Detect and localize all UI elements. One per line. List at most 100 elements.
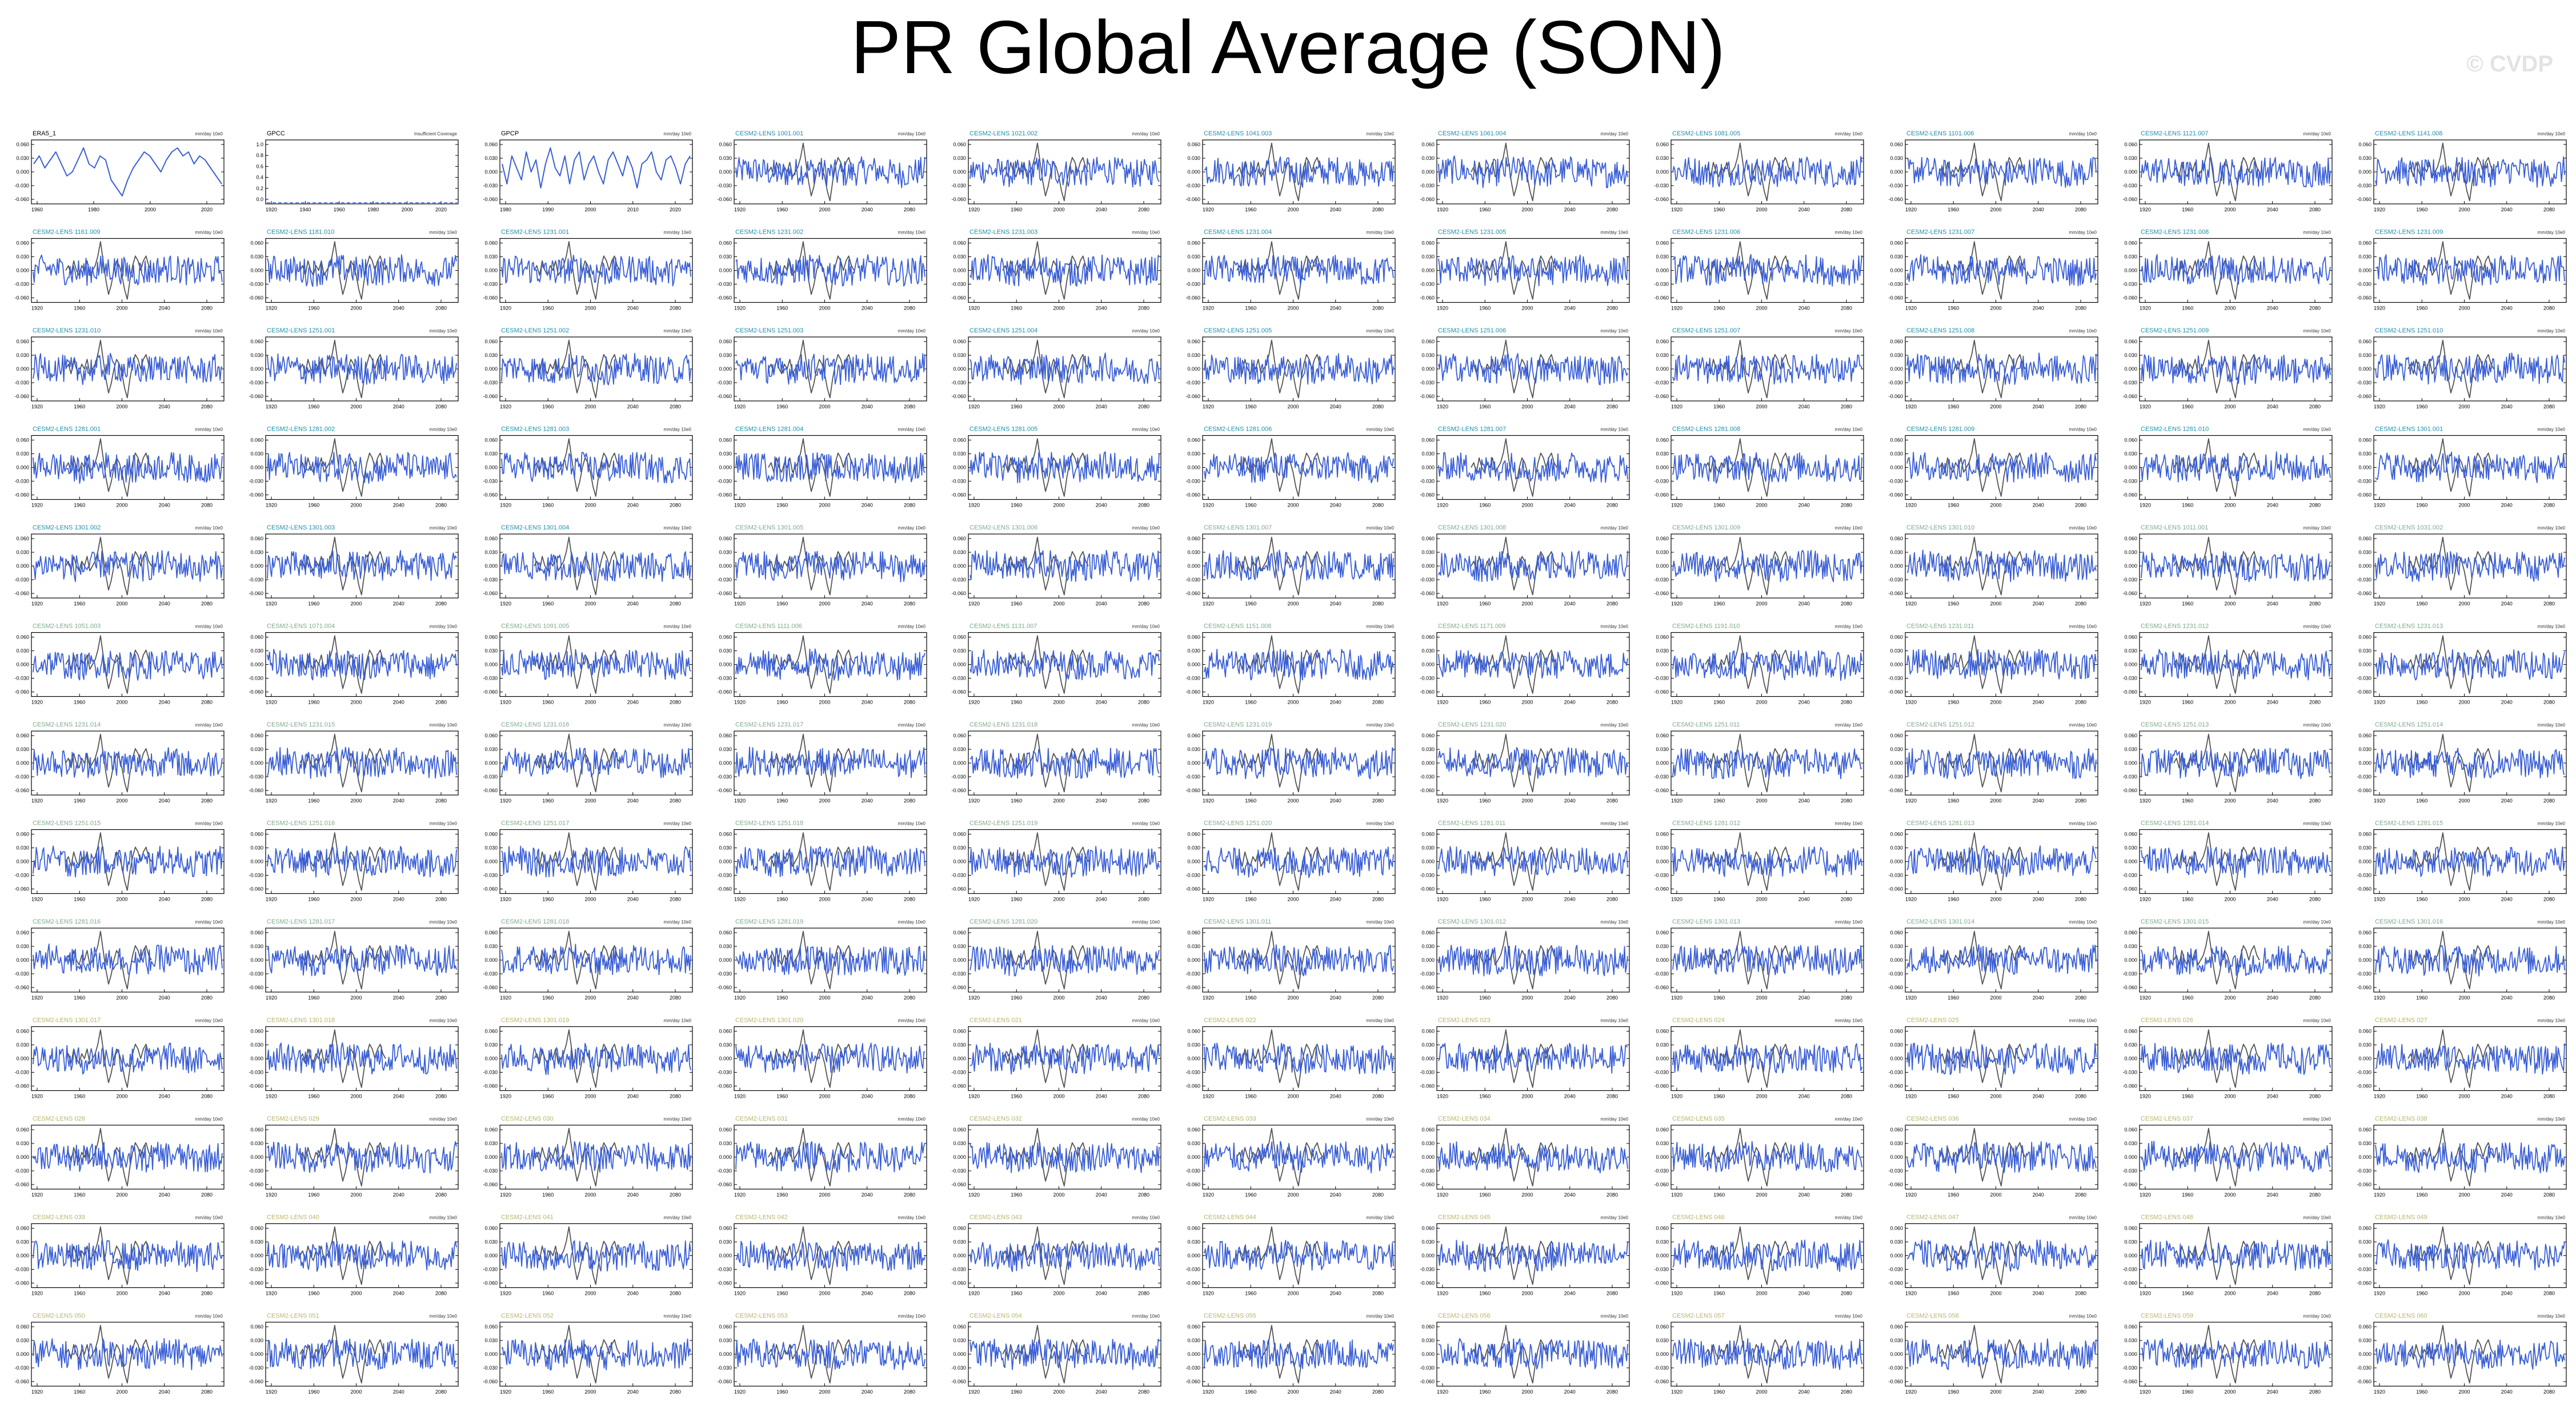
panel-title: CESM2-LENS 1151.008 — [1204, 623, 1271, 630]
x-tick-label: 2040 — [2267, 601, 2278, 607]
y-tick-label: 0.000 — [1890, 760, 1903, 766]
x-tick-label: 2080 — [1138, 503, 1149, 508]
y-tick-label: 0.000 — [1421, 662, 1435, 668]
x-tick-label: 2080 — [1372, 1291, 1384, 1296]
panel-title: CESM2-LENS 1231.002 — [735, 229, 803, 236]
y-tick-label: 0.060 — [2358, 536, 2371, 541]
y-tick-label: 0.000 — [484, 169, 498, 175]
x-tick-label: 2080 — [904, 798, 915, 804]
y-tick-label: -0.060 — [1654, 788, 1669, 793]
x-tick-label: 2080 — [2309, 601, 2321, 607]
y-tick-label: -0.030 — [1654, 774, 1669, 780]
x-tick-label: 2080 — [2309, 1094, 2321, 1099]
x-tick-label: 2000 — [1521, 700, 1533, 705]
panel-title: CESM2-LENS 1251.016 — [267, 820, 335, 827]
x-tick-label: 2000 — [1053, 404, 1064, 410]
y-tick-label: -0.060 — [1654, 394, 1669, 399]
obs-overlay-line — [1471, 635, 1557, 694]
x-tick-label: 1920 — [500, 995, 511, 1001]
y-tick-label: 0.030 — [2124, 1042, 2137, 1048]
y-tick-label: 0.060 — [1656, 1127, 1669, 1133]
panel-title: CESM2-LENS 1281.003 — [501, 426, 569, 433]
obs-overlay-line — [1705, 142, 1792, 202]
y-tick-label: 0.060 — [16, 240, 29, 246]
y-tick-label: 0.030 — [16, 352, 29, 358]
x-tick-label: 2000 — [819, 601, 830, 607]
y-tick-label: -0.030 — [249, 1267, 263, 1273]
member-series-line — [1438, 1141, 1628, 1174]
y-tick-label: 0.060 — [2124, 437, 2137, 443]
x-tick-label: 1920 — [1671, 306, 1682, 311]
obs-overlay-line — [1939, 635, 2026, 694]
x-tick-label: 1920 — [1905, 207, 1917, 212]
member-series-line — [1438, 846, 1628, 877]
y-tick-label: 0.000 — [484, 662, 498, 668]
x-tick-label: 2000 — [2458, 1192, 2470, 1198]
y-tick-label: 0.000 — [250, 465, 263, 471]
x-tick-label: 2040 — [1798, 601, 1810, 607]
x-tick-label: 2080 — [1841, 207, 1852, 212]
y-tick-label: 0.000 — [484, 957, 498, 963]
x-tick-label: 2000 — [1756, 1192, 1767, 1198]
x-tick-label: 1920 — [1671, 1192, 1682, 1198]
obs-overlay-line — [1471, 142, 1557, 202]
x-tick-label: 2080 — [2543, 601, 2555, 607]
x-tick-label: 2040 — [1330, 995, 1341, 1001]
x-tick-label: 2040 — [862, 995, 873, 1001]
x-tick-label: 1920 — [266, 1094, 277, 1099]
panel-title: CESM2-LENS 1171.009 — [1438, 623, 1505, 630]
y-tick-label: 0.060 — [1421, 930, 1435, 936]
panel-units: mm/day 10e0 — [2538, 821, 2566, 826]
y-tick-label: -0.060 — [249, 1280, 263, 1286]
y-tick-label: -0.030 — [14, 774, 29, 780]
y-tick-label: 0.030 — [1421, 549, 1435, 555]
x-tick-label: 1960 — [74, 306, 85, 311]
y-tick-label: 0.060 — [1187, 930, 1200, 936]
y-tick-label: 0.030 — [484, 1338, 498, 1343]
y-tick-label: -0.030 — [483, 1267, 498, 1273]
y-tick-label: 0.030 — [16, 944, 29, 949]
y-tick-label: 0.060 — [1421, 1127, 1435, 1133]
x-tick-label: 1960 — [308, 503, 319, 508]
x-tick-label: 2080 — [2309, 798, 2321, 804]
x-tick-label: 1960 — [1948, 1291, 1959, 1296]
y-tick-label: 0.060 — [484, 635, 498, 640]
panel-title: CESM2-LENS 1251.013 — [2141, 721, 2209, 728]
x-tick-label: 2080 — [1841, 700, 1852, 705]
x-tick-label: 1960 — [2182, 503, 2193, 508]
y-tick-label: -0.060 — [2357, 689, 2371, 695]
x-tick-label: 2080 — [2543, 798, 2555, 804]
x-tick-label: 2080 — [201, 1291, 213, 1296]
x-tick-label: 2000 — [584, 601, 596, 607]
x-tick-label: 2040 — [2501, 1291, 2513, 1296]
y-tick-label: 0.060 — [484, 930, 498, 936]
x-tick-label: 2080 — [904, 601, 915, 607]
x-tick-label: 1920 — [500, 897, 511, 902]
obs-overlay-line — [1236, 635, 1323, 694]
y-tick-label: 0.030 — [1187, 1338, 1200, 1343]
panel-units: mm/day 10e0 — [1601, 230, 1629, 235]
y-tick-label: 0.060 — [16, 1324, 29, 1330]
x-tick-label: 2080 — [670, 1094, 681, 1099]
panel-units: mm/day 10e0 — [1367, 525, 1395, 531]
y-tick-label: 0.000 — [1890, 1056, 1903, 1062]
y-tick-label: 0.060 — [484, 339, 498, 344]
panel-units: mm/day 10e0 — [2303, 624, 2331, 629]
y-tick-label: 0.060 — [484, 1127, 498, 1133]
y-tick-label: -0.030 — [14, 676, 29, 681]
x-tick-label: 2040 — [159, 995, 170, 1001]
x-tick-label: 1960 — [542, 1192, 554, 1198]
member-series-line — [735, 648, 926, 681]
x-tick-label: 1960 — [2182, 798, 2193, 804]
x-tick-label: 1920 — [266, 1389, 277, 1395]
x-tick-label: 2000 — [1521, 503, 1533, 508]
member-series-line — [735, 945, 926, 976]
x-tick-label: 2080 — [2075, 1094, 2086, 1099]
x-tick-label: 2000 — [819, 1389, 830, 1395]
y-tick-label: 0.000 — [16, 366, 29, 372]
y-tick-label: -0.060 — [1420, 591, 1435, 596]
x-tick-label: 1920 — [734, 306, 746, 311]
y-tick-label: -0.030 — [1654, 1168, 1669, 1174]
panel-units: mm/day 10e0 — [430, 1117, 458, 1122]
panel-units: mm/day 10e0 — [2538, 624, 2566, 629]
